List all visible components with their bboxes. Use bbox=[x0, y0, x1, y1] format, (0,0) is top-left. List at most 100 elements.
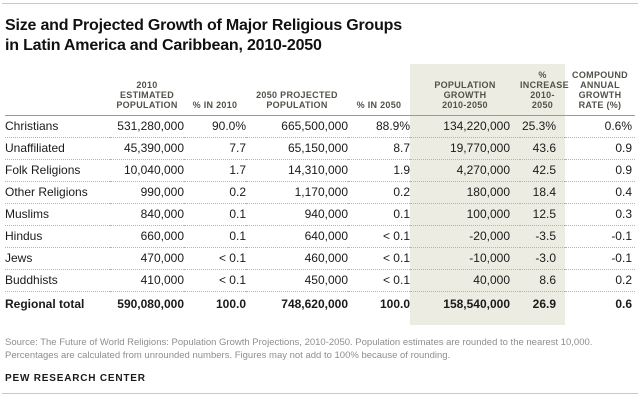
total-pct-2050-cell: 100.0 bbox=[379, 297, 410, 311]
growth-cell: -10,000 bbox=[410, 247, 520, 270]
table-row: Other Religions 990,000 0.2 1,170,000 0.… bbox=[5, 181, 635, 204]
increase-cell: 18.4 bbox=[520, 181, 565, 204]
cagr-cell: 0.4 bbox=[565, 181, 635, 204]
page-title: Size and Projected Growth of Major Relig… bbox=[5, 17, 402, 54]
cagr-cell: 0.3 bbox=[565, 203, 635, 226]
cagr-cell: 0.6% bbox=[565, 115, 635, 138]
total-label-cell: Regional total bbox=[5, 297, 85, 311]
table-footer: Regional total 590,080,000 100.0 748,620… bbox=[5, 291, 635, 325]
pop-2010-cell: 660,000 bbox=[110, 225, 184, 248]
religion-name-cell: Christians bbox=[5, 115, 110, 138]
top-divider bbox=[2, 3, 638, 4]
bottom-divider bbox=[2, 393, 638, 394]
pct-2050-cell: < 0.1 bbox=[348, 247, 410, 270]
brand-label: PEW RESEARCH CENTER bbox=[5, 373, 146, 384]
pct-2050-cell: 1.9 bbox=[348, 159, 410, 182]
highlight-band-spacer bbox=[5, 317, 635, 325]
pct-2010-cell: 0.1 bbox=[184, 225, 246, 248]
pop-2010-cell: 840,000 bbox=[110, 203, 184, 226]
pct-2010-cell: 7.7 bbox=[184, 137, 246, 160]
growth-cell: -20,000 bbox=[410, 225, 520, 248]
header-population-growth: POPULATION GROWTH 2010-2050 bbox=[410, 64, 520, 116]
table-header: 2010 ESTIMATED POPULATION % IN 2010 2050… bbox=[5, 64, 635, 116]
pop-2010-cell: 470,000 bbox=[110, 247, 184, 270]
pct-2010-cell: < 0.1 bbox=[184, 247, 246, 270]
pop-2010-cell: 990,000 bbox=[110, 181, 184, 204]
increase-cell: 8.6 bbox=[520, 269, 565, 292]
pop-2050-cell: 460,000 bbox=[246, 247, 348, 270]
cagr-cell: 0.9 bbox=[565, 137, 635, 160]
growth-cell: 100,000 bbox=[410, 203, 520, 226]
table-row: Hindus 660,000 0.1 640,000 < 0.1 -20,000… bbox=[5, 225, 635, 248]
table-row: Buddhists 410,000 < 0.1 450,000 < 0.1 40… bbox=[5, 269, 635, 292]
pct-2050-cell: 8.7 bbox=[348, 137, 410, 160]
regional-total-row: Regional total 590,080,000 100.0 748,620… bbox=[5, 291, 635, 317]
increase-cell: -3.0 bbox=[520, 247, 565, 270]
increase-cell: -3.5 bbox=[520, 225, 565, 248]
table-row: Jews 470,000 < 0.1 460,000 < 0.1 -10,000… bbox=[5, 247, 635, 270]
growth-cell: 40,000 bbox=[410, 269, 520, 292]
header-pct-2010: % IN 2010 bbox=[184, 64, 246, 116]
growth-cell: 4,270,000 bbox=[410, 159, 520, 182]
pop-2050-cell: 940,000 bbox=[246, 203, 348, 226]
pop-2050-cell: 640,000 bbox=[246, 225, 348, 248]
religion-name-cell: Other Religions bbox=[5, 181, 110, 204]
cagr-cell: -0.1 bbox=[565, 225, 635, 248]
source-note: Source: The Future of World Religions: P… bbox=[5, 337, 593, 361]
increase-cell: 12.5 bbox=[520, 203, 565, 226]
increase-cell: 25.3% bbox=[520, 115, 565, 138]
header-religion bbox=[5, 64, 110, 116]
pct-2050-cell: 0.2 bbox=[348, 181, 410, 204]
pct-2050-cell: 88.9% bbox=[348, 115, 410, 138]
pct-2050-cell: < 0.1 bbox=[348, 225, 410, 248]
pop-2050-cell: 450,000 bbox=[246, 269, 348, 292]
religion-name-cell: Unaffiliated bbox=[5, 137, 110, 160]
pop-2050-cell: 665,500,000 bbox=[246, 115, 348, 138]
header-pop-2050: 2050 PROJECTED POPULATION bbox=[246, 64, 348, 116]
religion-name-cell: Hindus bbox=[5, 225, 110, 248]
growth-cell: 19,770,000 bbox=[410, 137, 520, 160]
total-increase-cell: 26.9 bbox=[520, 291, 565, 317]
header-pop-2010: 2010 ESTIMATED POPULATION bbox=[110, 64, 184, 116]
header-row: 2010 ESTIMATED POPULATION % IN 2010 2050… bbox=[5, 64, 635, 116]
total-cagr-cell: 0.6 bbox=[615, 297, 632, 311]
pct-2050-cell: 0.1 bbox=[348, 203, 410, 226]
cagr-cell: 0.9 bbox=[565, 159, 635, 182]
header-compound-growth-rate: COMPOUND ANNUAL GROWTH RATE (%) bbox=[565, 64, 635, 116]
pct-2010-cell: 1.7 bbox=[184, 159, 246, 182]
table-row: Christians 531,280,000 90.0% 665,500,000… bbox=[5, 115, 635, 138]
header-pct-2050: % IN 2050 bbox=[348, 64, 410, 116]
pct-2010-cell: < 0.1 bbox=[184, 269, 246, 292]
table-row: Unaffiliated 45,390,000 7.7 65,150,000 8… bbox=[5, 137, 635, 160]
pct-2010-cell: 0.2 bbox=[184, 181, 246, 204]
religion-name-cell: Muslims bbox=[5, 203, 110, 226]
pct-2050-cell: < 0.1 bbox=[348, 269, 410, 292]
cagr-cell: 0.2 bbox=[565, 269, 635, 292]
pop-2050-cell: 14,310,000 bbox=[246, 159, 348, 182]
header-pct-increase: % INCREASE 2010-2050 bbox=[520, 64, 569, 116]
religion-name-cell: Folk Religions bbox=[5, 159, 110, 182]
total-pct-2010-cell: 100.0 bbox=[215, 297, 246, 311]
table-row: Folk Religions 10,040,000 1.7 14,310,000… bbox=[5, 159, 635, 182]
pop-2050-cell: 65,150,000 bbox=[246, 137, 348, 160]
pop-2010-cell: 45,390,000 bbox=[110, 137, 184, 160]
pct-2010-cell: 90.0% bbox=[184, 115, 246, 138]
increase-cell: 43.6 bbox=[520, 137, 565, 160]
pop-2050-cell: 1,170,000 bbox=[246, 181, 348, 204]
table-row: Muslims 840,000 0.1 940,000 0.1 100,000 … bbox=[5, 203, 635, 226]
increase-cell: 42.5 bbox=[520, 159, 565, 182]
total-growth-cell: 158,540,000 bbox=[410, 291, 520, 317]
religion-name-cell: Buddhists bbox=[5, 269, 110, 292]
religious-groups-table: 2010 ESTIMATED POPULATION % IN 2010 2050… bbox=[5, 64, 635, 325]
total-pop-2010-cell: 590,080,000 bbox=[117, 297, 184, 311]
growth-cell: 134,220,000 bbox=[410, 115, 520, 138]
religion-name-cell: Jews bbox=[5, 247, 110, 270]
pop-2010-cell: 410,000 bbox=[110, 269, 184, 292]
table-body: Christians 531,280,000 90.0% 665,500,000… bbox=[5, 115, 635, 292]
cagr-cell: -0.1 bbox=[565, 247, 635, 270]
pop-2010-cell: 531,280,000 bbox=[110, 115, 184, 138]
pct-2010-cell: 0.1 bbox=[184, 203, 246, 226]
pop-2010-cell: 10,040,000 bbox=[110, 159, 184, 182]
growth-cell: 180,000 bbox=[410, 181, 520, 204]
total-pop-2050-cell: 748,620,000 bbox=[281, 297, 348, 311]
